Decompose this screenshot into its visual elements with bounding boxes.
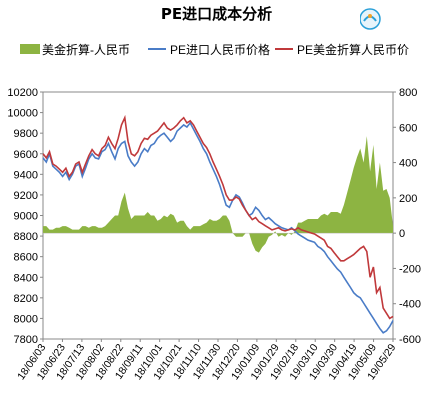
y-left-tick-label: 9600 <box>14 149 38 161</box>
y-left-tick-label: 9800 <box>14 128 38 140</box>
y-right-tick-label: -600 <box>399 334 421 346</box>
line-series <box>42 121 394 334</box>
y-right-tick-label: 0 <box>399 228 405 240</box>
legend-label: PE进口人民币价格 <box>170 42 270 57</box>
y-left-tick-label: 10000 <box>7 108 38 120</box>
y-left-tick-label: 7800 <box>14 334 38 346</box>
y-right-tick-label: 200 <box>399 193 417 205</box>
y-right-tick-label: 600 <box>399 122 417 134</box>
y-right-tick-label: -200 <box>399 263 421 275</box>
y-right-tick-label: -400 <box>399 299 421 311</box>
y-left-tick-label: 9200 <box>14 190 38 202</box>
chart-title: PE进口成本分析 <box>160 5 273 23</box>
y-left-tick-label: 8200 <box>14 293 38 305</box>
area-series <box>43 136 393 253</box>
y-left-tick-label: 8600 <box>14 252 38 264</box>
y-left-tick-label: 9000 <box>14 211 38 223</box>
line-series <box>42 114 394 320</box>
y-left-tick-label: 10200 <box>7 87 38 99</box>
y-left-tick-label: 8000 <box>14 313 38 325</box>
y-right-tick-label: 400 <box>399 158 417 170</box>
logo-icon <box>360 8 381 30</box>
y-left-tick-label: 9400 <box>14 169 38 181</box>
y-left-tick-label: 8400 <box>14 272 38 284</box>
legend-swatch-area <box>20 44 40 54</box>
legend-label: 美金折算-人民币 <box>42 42 130 57</box>
y-left-tick-label: 8800 <box>14 231 38 243</box>
legend-label: PE美金折算人民币价 <box>297 42 409 57</box>
y-right-tick-label: 800 <box>399 87 417 99</box>
